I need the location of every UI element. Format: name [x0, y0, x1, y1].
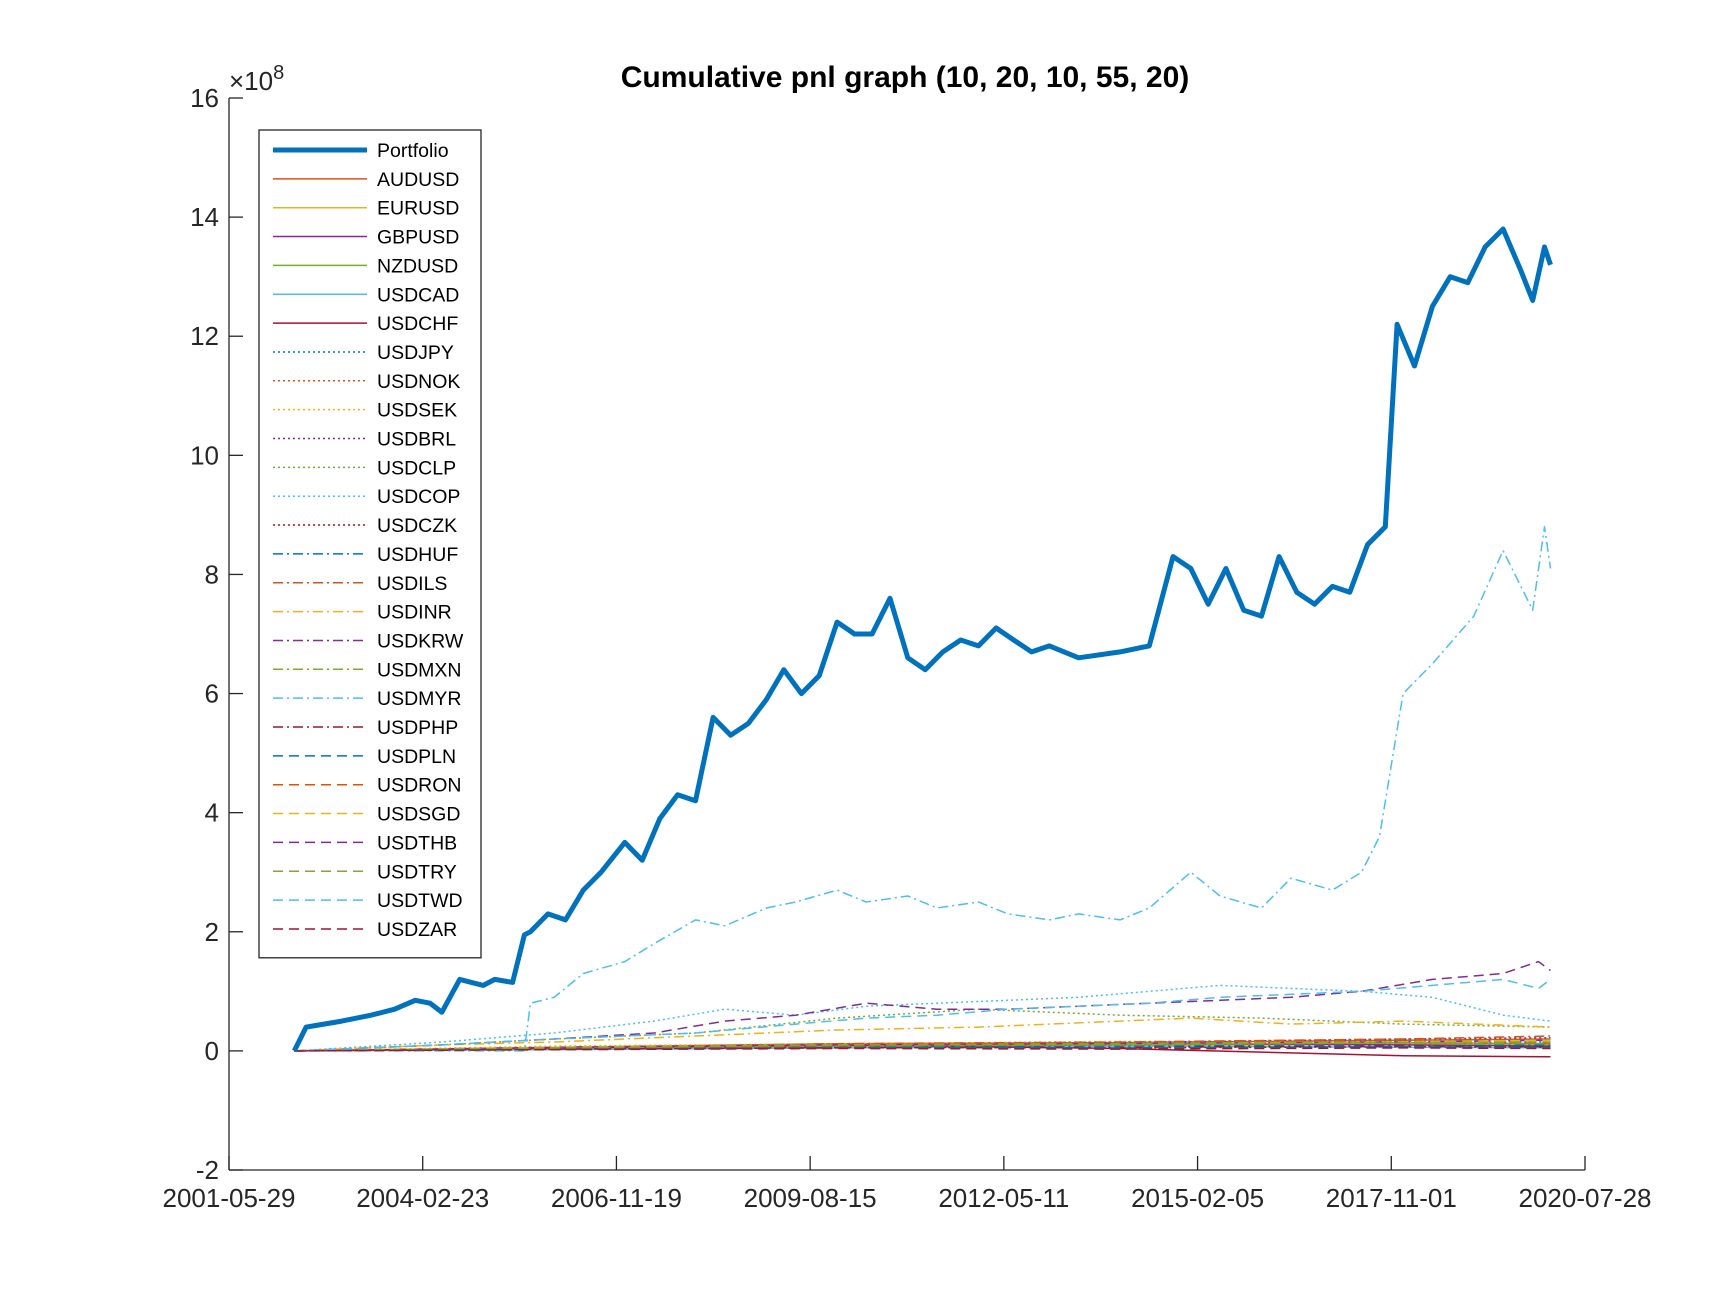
y-tick-label: 4: [205, 798, 219, 828]
legend-label-eurusd: EURUSD: [377, 198, 459, 220]
legend-label-usdjpy: USDJPY: [377, 342, 454, 364]
legend-label-usdmyr: USDMYR: [377, 688, 462, 710]
legend-label-usdclp: USDCLP: [377, 457, 456, 479]
legend-label-usdmxn: USDMXN: [377, 659, 462, 681]
series-line-portfolio: [292, 226, 1553, 1053]
legend-label-usdils: USDILS: [377, 573, 447, 595]
legend-label-usdcop: USDCOP: [377, 486, 460, 508]
y-tick-label: 8: [205, 559, 219, 589]
series-line-usdils: [294, 1035, 1551, 1052]
plot-area: [292, 226, 1553, 1058]
series-line-usdtry: [294, 1041, 1551, 1052]
legend-label-usdcad: USDCAD: [377, 284, 459, 306]
legend-label-usdchf: USDCHF: [377, 313, 458, 335]
y-axis-multiplier: ×108: [229, 62, 284, 96]
legend-label-usdtry: USDTRY: [377, 861, 457, 883]
y-tick-label: 16: [190, 83, 219, 113]
chart-title: Cumulative pnl graph (10, 20, 10, 55, 20…: [621, 61, 1190, 94]
legend: Portfolio AUDUSD EURUSD GBPUSD NZDUSD USDCAD U…: [258, 129, 482, 959]
x-tick-label: 2012-05-11: [938, 1183, 1069, 1213]
series-line-usdcop: [294, 984, 1551, 1052]
legend-label-nzdusd: NZDUSD: [377, 255, 458, 277]
series-line-usdhuf: [294, 1044, 1551, 1052]
legend-label-usdsek: USDSEK: [377, 400, 457, 422]
series-line-usdmyr: [294, 526, 1552, 1052]
legend-label-usdnok: USDNOK: [377, 371, 460, 393]
legend-label-usdtwd: USDTWD: [377, 890, 463, 912]
x-tick-label: 2020-07-28: [1519, 1183, 1652, 1213]
y-tick-label: 10: [190, 440, 219, 470]
series-line-usdzar: [294, 1047, 1551, 1052]
legend-label-usdinr: USDINR: [377, 602, 452, 624]
legend-label-usdczk: USDCZK: [377, 515, 457, 537]
y-tick-label: 6: [205, 679, 219, 709]
legend-label-usdbrl: USDBRL: [377, 429, 456, 451]
x-tick-label: 2006-11-19: [551, 1183, 682, 1213]
y-tick-label: 12: [190, 321, 219, 351]
y-axis-multiplier-exponent: 8: [273, 62, 284, 84]
legend-label-usdsgd: USDSGD: [377, 804, 460, 826]
axes: -2 0 2 4 6 8 10 12 14 16 2001-05-29 2004-02-23 2006-…: [163, 83, 1652, 1213]
legend-label-usdpln: USDPLN: [377, 746, 456, 768]
x-tick-label: 2009-08-15: [744, 1183, 877, 1213]
y-tick-label: -2: [196, 1155, 219, 1185]
y-tick-label: 0: [205, 1036, 219, 1066]
series-line-usdsek: [294, 1039, 1551, 1052]
series-line-usdphp: [294, 1045, 1551, 1052]
series-line-usdkrw: [294, 1039, 1551, 1052]
legend-box: [258, 129, 482, 959]
legend-label-usdron: USDRON: [377, 775, 462, 797]
series-line-usdinr: [294, 1017, 1551, 1052]
series-line-usdthb: [294, 960, 1551, 1052]
legend-label-usdkrw: USDKRW: [377, 630, 464, 652]
legend-label-portfolio: Portfolio: [377, 140, 449, 162]
series-line-usdtwd: [294, 978, 1551, 1052]
x-tick-label: 2015-02-05: [1131, 1183, 1264, 1213]
y-tick-label: 2: [205, 917, 219, 947]
legend-label-audusd: AUDUSD: [377, 169, 459, 191]
legend-label-gbpusd: GBPUSD: [377, 227, 459, 249]
legend-label-usdthb: USDTHB: [377, 832, 457, 854]
y-tick-label: 14: [190, 202, 219, 232]
y-axis-multiplier-base: ×10: [229, 66, 273, 96]
legend-label-usdhuf: USDHUF: [377, 544, 458, 566]
series-line-usdmxn: [294, 1042, 1551, 1052]
x-tick-label: 2017-11-01: [1326, 1183, 1457, 1213]
x-tick-label: 2004-02-23: [356, 1183, 489, 1213]
x-tick-label: 2001-05-29: [163, 1183, 296, 1213]
legend-label-usdzar: USDZAR: [377, 919, 457, 941]
legend-label-usdphp: USDPHP: [377, 717, 458, 739]
